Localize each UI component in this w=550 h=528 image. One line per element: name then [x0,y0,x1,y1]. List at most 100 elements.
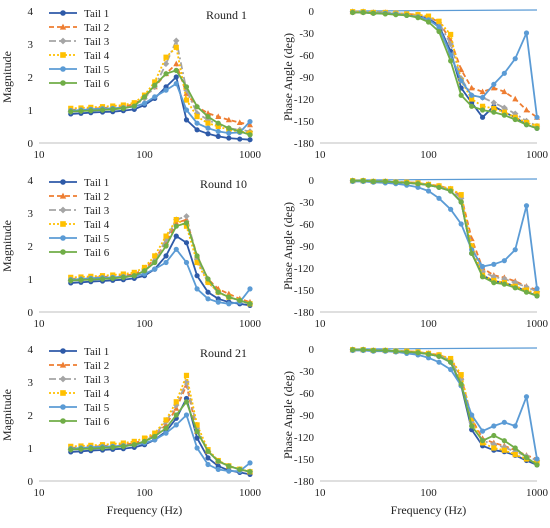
x-tick-label: 10 [34,318,46,330]
series-line-3 [70,381,251,473]
y-axis-title: Magnitude [0,220,14,272]
data-point [436,28,442,35]
data-point [163,430,169,436]
data-point [393,179,399,185]
data-point [512,279,519,286]
y-axis-title: Phase Angle (deg) [281,202,295,290]
data-point [415,181,421,187]
y-tick-label: 4 [28,6,34,18]
data-point [458,221,464,227]
data-point [425,355,432,361]
data-point [436,195,442,201]
legend-marker [60,10,66,16]
data-point [534,114,540,120]
data-point [173,246,179,252]
legend-entry-label: Tail 5 [84,233,110,245]
data-point [501,447,507,453]
zero-reference-line [352,9,538,12]
data-point [523,106,530,113]
x-tick-label: 100 [420,487,437,499]
data-point [110,444,116,450]
data-point [404,12,410,18]
data-point [469,96,475,102]
legend-entry-label: Tail 6 [84,416,110,428]
data-point [173,233,179,239]
data-point [194,253,200,259]
series-line-4 [352,348,538,464]
data-point [501,258,507,264]
data-point [120,105,126,111]
data-point [110,106,116,112]
data-point [194,422,200,428]
legend-entry-label: Tail 1 [84,8,109,20]
data-point [163,259,169,266]
plot-area [67,37,254,143]
data-point [194,120,200,126]
data-point [469,250,475,256]
y-axis-title: Magnitude [0,389,14,441]
legend: Tail 1 Tail 2 Tail 3 Tail 4 Tail 5 Tail 6 [49,346,110,428]
data-point [194,445,200,451]
data-point [236,119,243,125]
legend-entry-label: Tail 2 [84,22,109,34]
data-point [162,60,170,67]
x-tick-label: 10 [315,318,327,330]
legend-entry-label: Tail 6 [84,78,110,90]
data-point [194,428,200,435]
y-tick-label: -60 [299,50,314,62]
data-point [436,359,442,365]
legend-marker [60,418,66,424]
legend-entry-label: Tail 4 [84,388,110,400]
data-point [173,422,179,428]
data-point [183,412,190,418]
data-point [523,203,530,209]
data-point [163,243,169,249]
y-tick-label: -60 [299,219,314,231]
data-point [469,412,475,418]
data-point [350,178,356,184]
data-point [152,82,158,88]
data-point [247,118,253,125]
data-point [173,44,179,50]
data-point [512,110,519,117]
data-point [247,121,253,128]
plot-area [349,177,541,299]
legend-marker [59,23,67,30]
data-point [382,178,388,185]
series-line-1 [352,348,538,466]
data-point [120,443,126,449]
data-point [247,137,253,143]
data-point [491,261,497,267]
series-line-4 [352,10,538,127]
y-tick-label: 4 [28,175,34,187]
data-point [247,286,253,292]
y-tick-label: -120 [294,94,315,106]
data-point [534,285,540,292]
y-tick-label: -180 [294,476,315,488]
data-point [68,278,74,284]
data-point [183,97,190,103]
data-point [120,274,126,280]
y-tick-label: 0 [309,344,315,356]
data-point [436,353,442,359]
data-point [534,125,540,131]
data-point [120,440,126,446]
legend-marker [60,52,66,58]
data-point [173,67,179,73]
data-point [479,114,486,120]
data-point [469,243,475,249]
data-point [512,448,519,455]
legend-entry-label: Tail 2 [84,360,109,372]
plot-area [349,8,541,131]
legend-marker [60,221,66,227]
x-tick-label: 10 [34,149,46,161]
data-point [448,206,454,212]
y-tick-label: -90 [299,410,314,422]
zero-reference-line [352,178,538,181]
data-point [523,122,530,128]
data-point [183,220,190,226]
data-point [163,233,169,239]
data-point [183,240,190,246]
